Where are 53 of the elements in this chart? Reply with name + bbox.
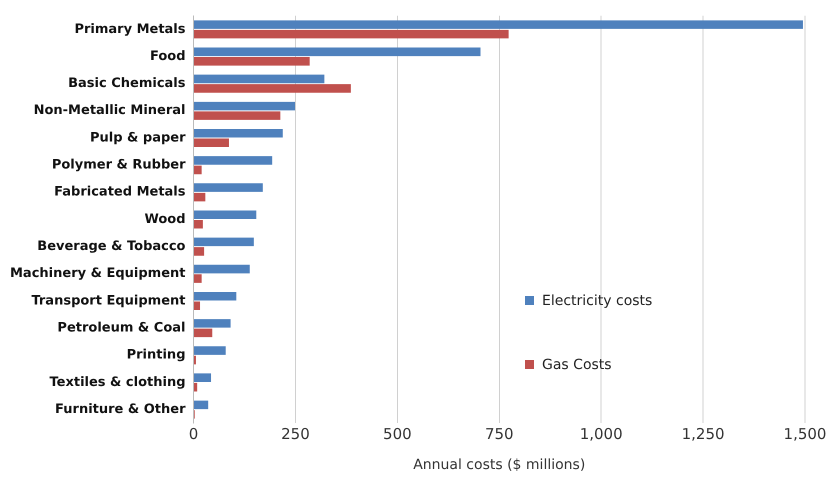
bar [194,264,250,274]
x-tick-label: 500 [383,425,412,444]
bar [194,274,202,283]
bar [194,328,212,338]
x-tick-label: 1,000 [580,425,623,444]
y-tick-label: Polymer & Rubber [52,158,186,173]
bar [194,84,351,93]
bar [194,48,480,56]
x-tick-label: 1,250 [682,425,725,444]
bar [194,238,254,246]
y-tick-label: Wood [144,212,186,227]
bar [194,319,231,328]
x-tick-label: 250 [281,425,310,444]
bar [194,20,803,29]
y-tick-label: Furniture & Other [55,402,186,417]
legend-label: Electricity costs [542,292,652,309]
legend-label: Gas Costs [542,356,612,373]
bar [194,30,509,38]
y-tick-label: Textiles & clothing [50,374,186,390]
bar [194,400,208,410]
bar [194,346,226,355]
y-tick-label: Machinery & Equipment [10,266,186,282]
bar [194,111,280,120]
y-tick-label: Transport Equipment [31,293,186,308]
x-tick-label: 750 [484,425,514,444]
y-tick-label: Beverage & Tobacco [37,239,186,254]
bar [194,373,212,382]
bar [194,102,296,110]
bar [194,192,206,202]
bar [194,292,236,301]
bar [194,138,229,148]
y-tick-label: Petroleum & Coal [57,320,186,336]
y-tick-label: Food [150,48,186,64]
bar [194,183,263,192]
y-tick-label: Non-Metallic Mineral [34,103,186,118]
bar [194,382,198,392]
bar [194,247,204,256]
bar [194,128,283,138]
bar [194,156,272,165]
y-tick-label: Fabricated Metals [54,184,186,200]
bar [194,301,200,310]
y-tick-label: Primary Metals [74,22,186,37]
bar [194,220,203,229]
y-tick-label: Printing [126,348,186,363]
y-tick-label: Basic Chemicals [68,76,186,92]
x-axis-title: Annual costs ($ millions) [413,457,586,474]
bar [194,74,324,84]
x-tick-label: 0 [188,425,198,444]
bar [194,166,202,174]
bar [194,210,256,220]
bar [194,57,310,66]
x-tick-label: 1,500 [784,425,826,444]
y-tick-label: Pulp & paper [90,130,186,146]
